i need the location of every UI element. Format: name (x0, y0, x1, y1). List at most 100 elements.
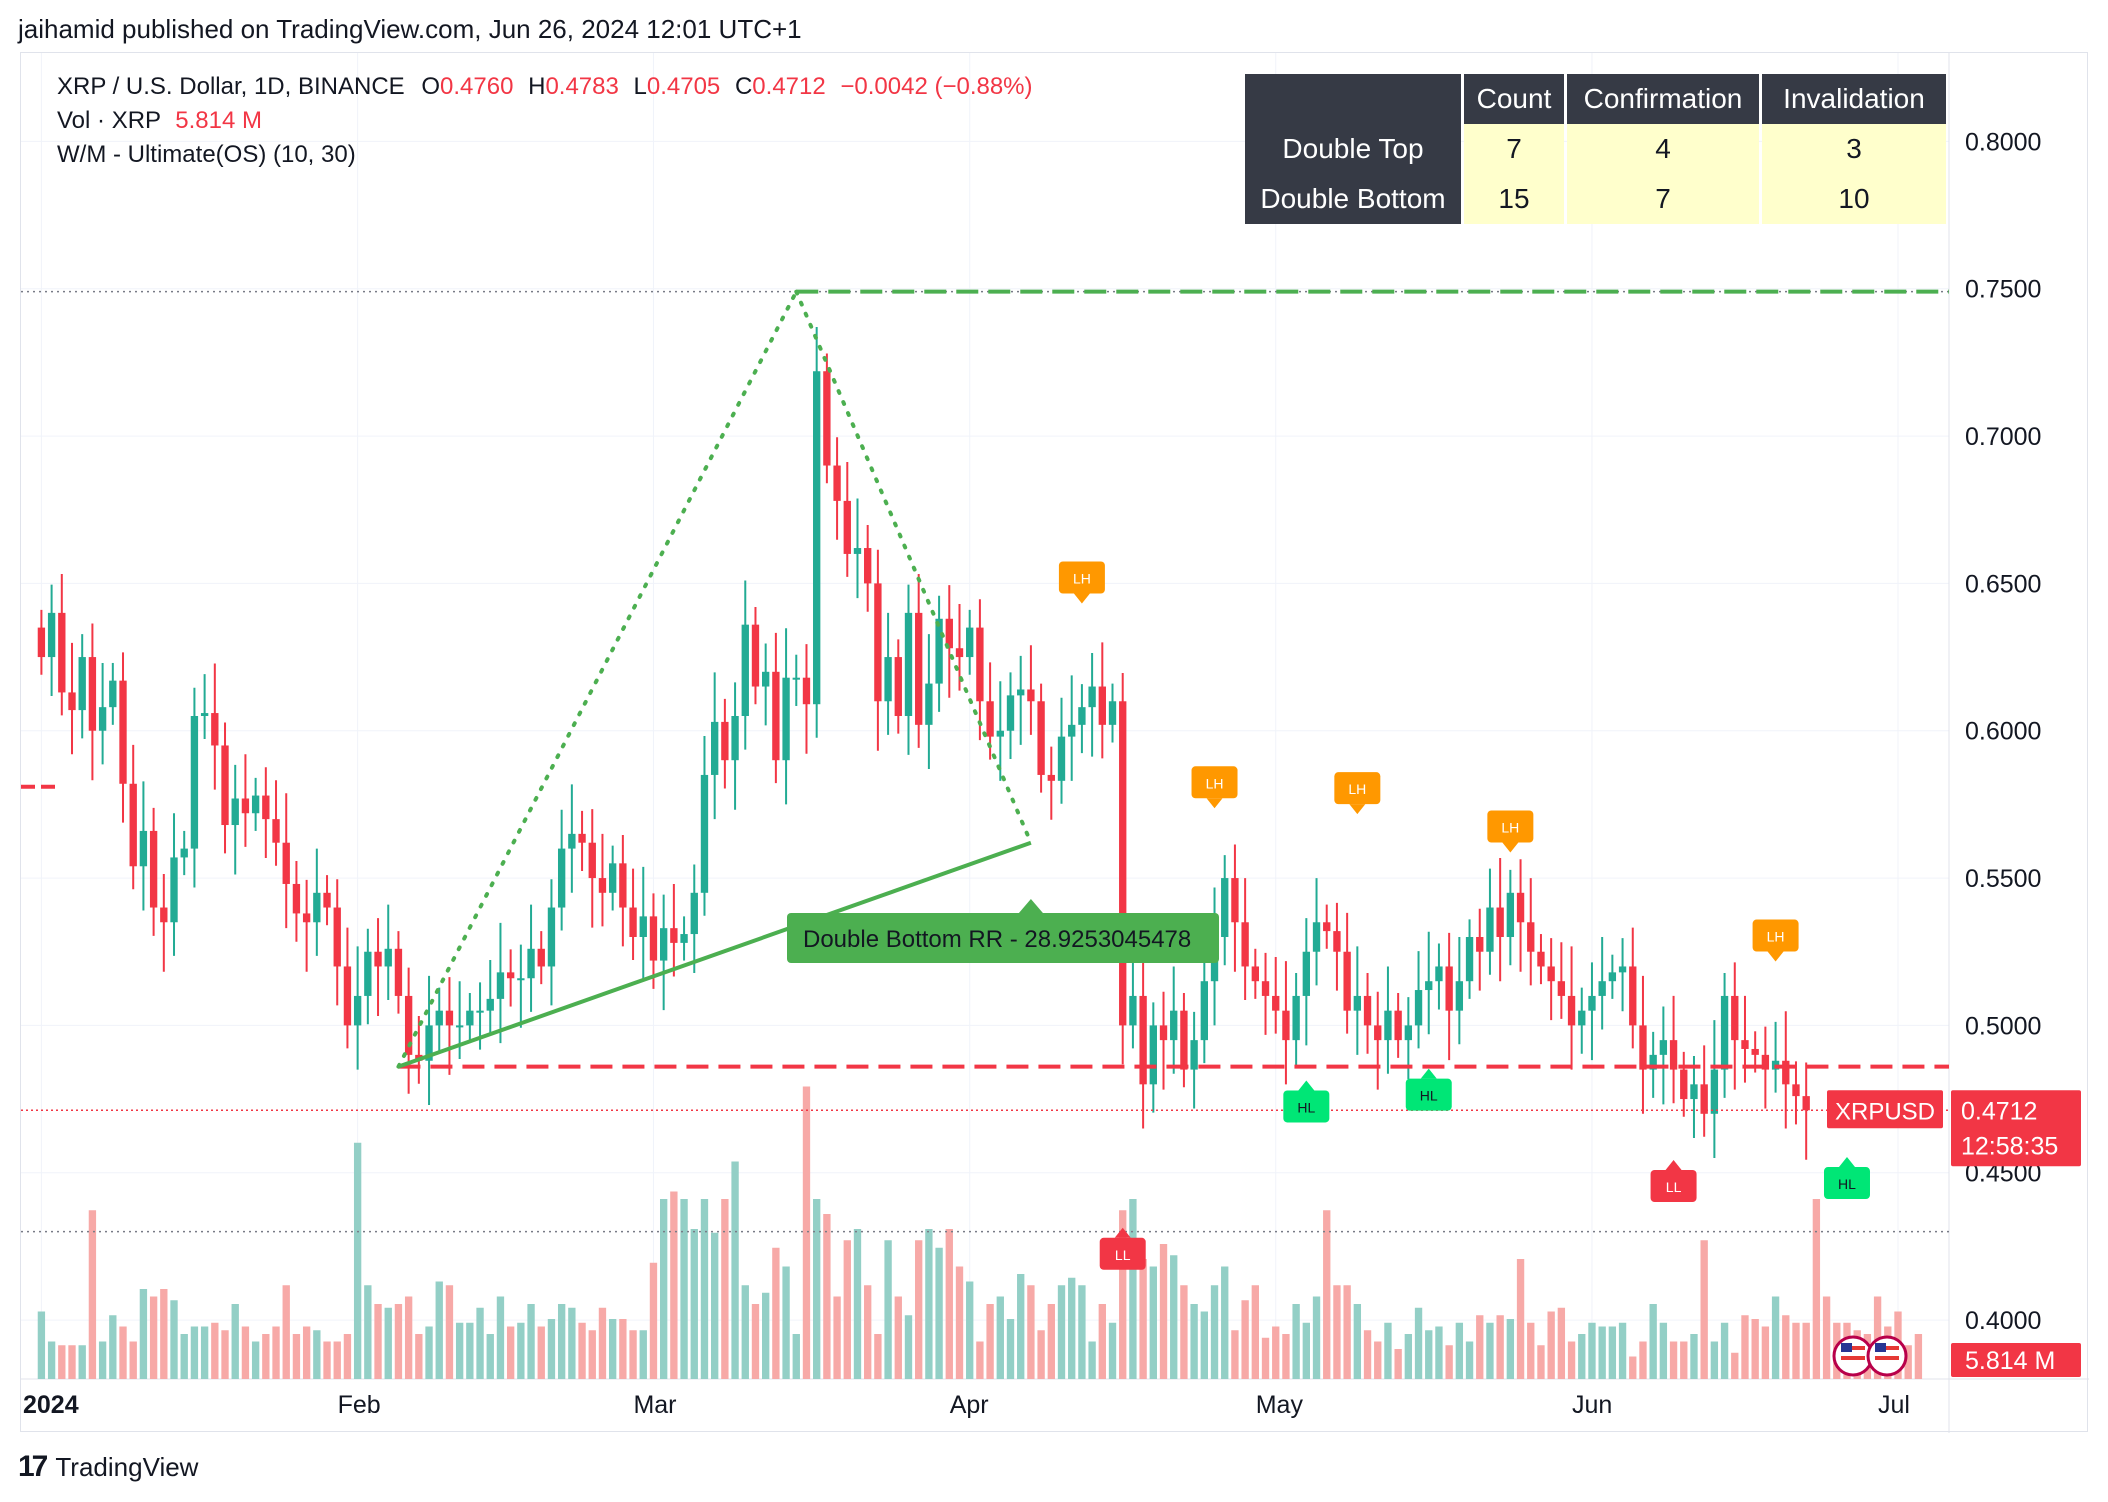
candle-body (741, 624, 749, 716)
volume-bar (1159, 1244, 1168, 1379)
volume-bar (1394, 1349, 1402, 1379)
volume-bar (1119, 1210, 1127, 1379)
candle-body (1251, 966, 1260, 982)
candle-body (1149, 1025, 1157, 1085)
footer-brand[interactable]: 17 TradingView (18, 1450, 198, 1484)
marker-hl-label: HL (1297, 1099, 1315, 1115)
candle-body (935, 618, 943, 684)
candle-body (129, 783, 137, 867)
candle-body (149, 830, 158, 908)
volume-bar (506, 1326, 515, 1379)
candle-body (1608, 972, 1617, 982)
volume-bar (1149, 1266, 1157, 1379)
volume-bar (772, 1247, 780, 1379)
double-top-invalidation: 3 (1762, 124, 1946, 174)
volume-bar (690, 1229, 698, 1379)
price-chart[interactable]: 0.8000 0.7500 0.7000 0.6500 0.6000 0.5500 0.50… (21, 53, 2089, 1433)
volume-value: 5.814 M (175, 107, 262, 134)
volume-bar (149, 1296, 158, 1379)
volume-bar (1629, 1356, 1637, 1379)
volume-bar (996, 1296, 1004, 1379)
volume-bar (1057, 1285, 1066, 1379)
volume-bar (455, 1322, 464, 1379)
candle-body (466, 1010, 474, 1026)
volume-bar (1761, 1326, 1770, 1379)
candle-body (333, 907, 341, 967)
table-row: Double Top 7 4 3 (1245, 124, 1946, 174)
volume-bar (1353, 1304, 1362, 1379)
volume-bar (1047, 1304, 1055, 1379)
volume-bar (37, 1311, 46, 1379)
chart-frame[interactable]: 0.8000 0.7500 0.7000 0.6500 0.6000 0.5500 0.50… (20, 52, 2089, 1433)
volume-badge (1951, 1343, 2081, 1377)
candle-body (1292, 995, 1300, 1041)
candle-body (272, 819, 280, 843)
volume-bar (251, 1341, 260, 1379)
volume-bar (1241, 1300, 1249, 1379)
volume-bar (1578, 1334, 1586, 1379)
candle-body (1384, 1010, 1392, 1041)
candle-body (1527, 922, 1535, 952)
table-row: Double Bottom 15 7 10 (1245, 174, 1946, 224)
volume-bar (78, 1345, 86, 1379)
us-flag-stripe (1841, 1346, 1865, 1350)
marker-lh-label: LH (1501, 819, 1519, 835)
volume-bar (58, 1345, 66, 1379)
y-tick-label: 0.8000 (1965, 128, 2041, 156)
candle-body (1312, 922, 1321, 952)
candle-body (1159, 1025, 1168, 1041)
double-bottom-count: 15 (1464, 174, 1564, 224)
symbol-title: XRP / U.S. Dollar, 1D, BINANCE (57, 73, 405, 100)
volume-bar (1078, 1285, 1086, 1379)
candle-body (710, 721, 719, 775)
candle-body (1516, 892, 1525, 923)
volume-bar (1873, 1296, 1882, 1379)
volume-bar (384, 1307, 392, 1379)
volume-bar (813, 1199, 821, 1379)
candle-body (1639, 1025, 1647, 1070)
volume-bar (1618, 1322, 1627, 1379)
volume-bar (517, 1322, 525, 1379)
volume-bar (976, 1341, 984, 1379)
candle-body (1578, 1010, 1586, 1026)
volume-bar (1516, 1259, 1525, 1379)
volume-bar (731, 1161, 739, 1379)
volume-bar (710, 1232, 719, 1379)
pattern-label-pointer (1018, 899, 1043, 913)
volume-bar (404, 1296, 413, 1379)
volume-bar (394, 1304, 403, 1379)
candle-body (1221, 878, 1229, 937)
candle-body (1098, 686, 1106, 725)
candle-body (1088, 686, 1096, 708)
candle-body (47, 612, 56, 658)
volume-bar (915, 1240, 923, 1379)
x-tick-label: Feb (338, 1391, 381, 1419)
header-confirmation: Confirmation (1567, 74, 1759, 124)
volume-bar (598, 1307, 607, 1379)
volume-bar (272, 1326, 280, 1379)
volume-bar (364, 1285, 372, 1379)
volume-bar (823, 1214, 831, 1379)
candle-body (1465, 937, 1474, 982)
candle-body (639, 916, 647, 937)
volume-bar (894, 1296, 902, 1379)
us-flag-canton (1875, 1343, 1886, 1352)
volume-bar (1200, 1311, 1208, 1379)
marker-pointer (1349, 804, 1366, 815)
volume-bar (945, 1229, 953, 1379)
volume-bar (88, 1210, 97, 1379)
volume-bar (1598, 1326, 1606, 1379)
marker-hl-label: HL (1838, 1176, 1856, 1192)
us-flag-stripe (1875, 1356, 1899, 1360)
us-flag-canton (1841, 1343, 1852, 1352)
candle-body (170, 857, 178, 923)
volume-bar (1312, 1296, 1321, 1379)
candle-body (1802, 1096, 1810, 1111)
candle-body (1017, 689, 1025, 696)
candle-body (58, 612, 66, 693)
volume-bar (1129, 1199, 1137, 1379)
volume-bar (864, 1285, 872, 1379)
pattern-stats-table: Count Confirmation Invalidation Double T… (1242, 74, 1949, 224)
volume-bar (1720, 1322, 1729, 1379)
volume-bar (476, 1307, 484, 1379)
